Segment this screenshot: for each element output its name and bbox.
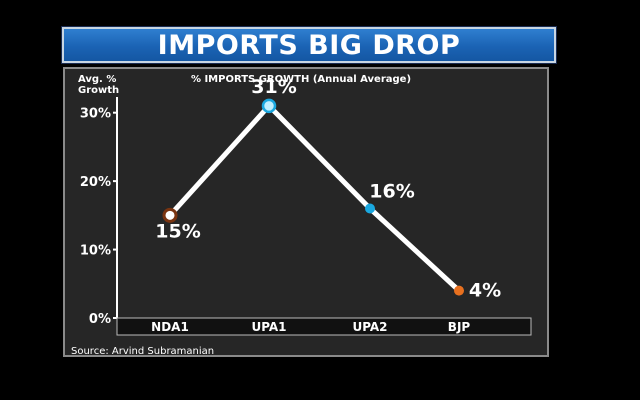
source-note: Source: Arvind Subramanian [71,346,214,355]
chart-panel: Avg. % Growth % IMPORTS GROWTH (Annual A… [63,67,549,357]
data-label: 31% [251,76,296,98]
data-label: 16% [369,181,414,203]
x-tick-label: BJP [448,320,471,334]
y-axis-label-line2: Growth [78,85,119,96]
plot-area: 0% 10% 20% 30% NDA1 UPA1 UPA2 BJP 15% 31% 16% 4% [80,76,532,336]
data-point [162,207,178,223]
chart-title: % IMPORTS GROWTH (Annual Average) [191,74,411,85]
x-tick-label: UPA2 [352,320,387,334]
y-tick-label: 0% [89,312,111,327]
data-point [365,203,375,214]
y-axis-label-line1: Avg. % [78,74,116,85]
x-tick-label: UPA1 [251,320,286,334]
line-chart: Avg. % Growth % IMPORTS GROWTH (Annual A… [71,74,532,355]
data-point [261,98,277,114]
y-tick-label: 20% [80,175,111,190]
page-title: IMPORTS BIG DROP [157,29,461,61]
data-label: 4% [469,280,501,302]
data-point [454,285,464,296]
y-tick-label: 30% [80,107,111,122]
x-axis-band [116,317,532,336]
series-line [167,103,462,294]
y-tick-label: 10% [80,244,111,259]
title-banner: IMPORTS BIG DROP [61,26,557,64]
x-tick-label: NDA1 [151,320,189,334]
data-label: 15% [155,220,200,242]
